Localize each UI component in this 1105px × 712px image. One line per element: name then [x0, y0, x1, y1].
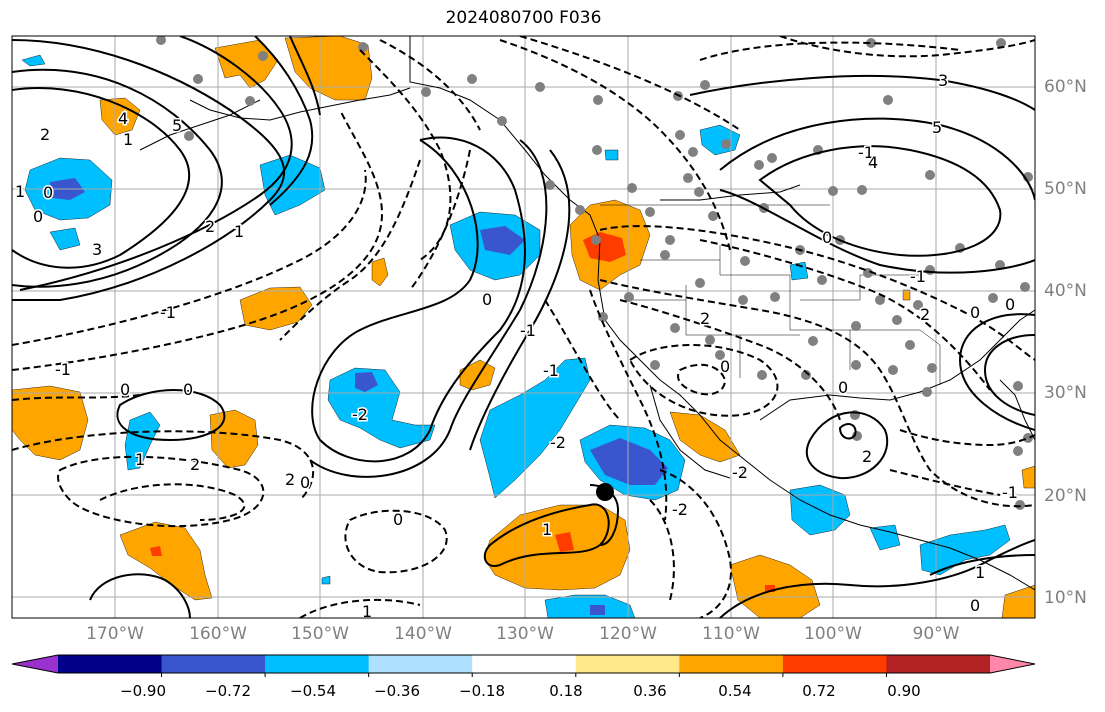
- contour-label: 1: [542, 520, 552, 539]
- contour-label: 0: [183, 380, 193, 399]
- colorbar-tick-label: 0.90: [887, 682, 921, 700]
- map-frame: [11, 35, 1036, 619]
- contour-label: 1: [975, 563, 985, 582]
- lat-lon-grid: [12, 36, 1035, 618]
- contour-label: 2: [40, 125, 50, 144]
- contour-label: -1: [1002, 483, 1018, 502]
- contour-label: 2: [285, 470, 295, 489]
- colorbar-tick-label: −0.54: [290, 682, 336, 700]
- colorbar-extend-high: [990, 655, 1035, 673]
- contour-label: 5: [932, 118, 942, 137]
- lon-label: 130°W: [496, 624, 554, 644]
- station-markers: [156, 36, 1033, 510]
- contour-label: 3: [92, 240, 102, 259]
- contour-label: -1: [732, 463, 748, 482]
- colorbar-segment: [58, 655, 163, 673]
- lon-label: 160°W: [189, 624, 247, 644]
- lat-label: 40°N: [1044, 281, 1087, 301]
- lat-label: 10°N: [1044, 588, 1087, 608]
- lon-label: 140°W: [394, 624, 452, 644]
- lon-label: 170°W: [86, 624, 144, 644]
- colorbar-segment: [575, 655, 680, 673]
- contour-label: 4: [118, 109, 128, 128]
- colorbar: [11, 654, 1036, 677]
- contour-label: 0: [43, 183, 53, 202]
- contour-label: 2: [190, 455, 200, 474]
- lon-label: 110°W: [702, 624, 760, 644]
- colorbar-segment: [679, 655, 784, 673]
- lat-label: 20°N: [1044, 486, 1087, 506]
- contour-label: 0: [120, 380, 130, 399]
- contour-label: 0: [970, 303, 980, 322]
- contour-label: 0: [720, 357, 730, 376]
- lon-label: 90°W: [912, 624, 960, 644]
- contour-label: 2: [700, 309, 710, 328]
- contour-label: 0: [838, 378, 848, 397]
- colorbar-tick-label: 0.18: [549, 682, 583, 700]
- colorbar-segment: [886, 655, 991, 673]
- contour-label: 4: [868, 153, 878, 172]
- colorbar-outline: [11, 654, 1036, 674]
- lat-label: 30°N: [1044, 383, 1087, 403]
- lon-label: 120°W: [599, 624, 657, 644]
- map-title: 2024080700 F036: [445, 8, 602, 28]
- contour-label: 0: [970, 596, 980, 615]
- colorbar-segment: [472, 655, 577, 673]
- contour-label: 0: [822, 228, 832, 247]
- contour-label: -1: [160, 303, 176, 322]
- colorbar-tick-label: 0.54: [718, 682, 752, 700]
- contour-label: 1: [135, 450, 145, 469]
- dashed-contours: [12, 36, 1035, 618]
- contour-label: 2: [920, 305, 930, 324]
- colorbar-tick-label: −0.90: [120, 682, 166, 700]
- colorbar-tick-label: 0.36: [633, 682, 667, 700]
- contour-label: -2: [732, 463, 748, 482]
- colorbar-tick-label: −0.18: [459, 682, 505, 700]
- contour-label: 0: [300, 473, 310, 492]
- contour-label: 2: [862, 447, 872, 466]
- coastlines: [139, 36, 1035, 591]
- contour-label: -2: [352, 405, 368, 424]
- lon-label: 100°W: [804, 624, 862, 644]
- strong-negative-cores: [50, 178, 668, 615]
- colorbar-segment: [782, 655, 887, 673]
- contour-label: 3: [938, 71, 948, 90]
- contour-label: 1: [123, 130, 133, 149]
- colorbar-tick-label: 0.72: [802, 682, 836, 700]
- strong-positive-cores: [150, 232, 775, 592]
- contour-label: -1: [858, 143, 874, 162]
- contour-label: -2: [672, 500, 688, 519]
- lon-label: 150°W: [291, 624, 349, 644]
- contour-label: 0: [393, 510, 403, 529]
- colorbar-tick-label: −0.72: [205, 682, 251, 700]
- contour-label: 0: [482, 290, 492, 309]
- colorbar-segment: [265, 655, 370, 673]
- contour-label: -2: [550, 433, 566, 452]
- solid-contours: [12, 36, 1035, 618]
- colorbar-segment: [368, 655, 473, 673]
- storm-center-marker: [596, 483, 614, 501]
- contour-label: 0: [33, 207, 43, 226]
- colorbar-extend-low: [12, 655, 58, 673]
- colorbar-tick-label: −0.36: [374, 682, 420, 700]
- contour-label: 1: [234, 222, 244, 241]
- contour-label: -1: [55, 360, 71, 379]
- contour-label: -1: [520, 321, 536, 340]
- lat-label: 50°N: [1044, 179, 1087, 199]
- colorbar-segment: [161, 655, 266, 673]
- contour-label: 2: [205, 217, 215, 236]
- contour-label: 1: [15, 182, 25, 201]
- lat-label: 60°N: [1044, 77, 1087, 97]
- contour-label: 1: [362, 602, 372, 621]
- contour-label: -1: [543, 361, 559, 380]
- contour-label: 5: [172, 116, 182, 135]
- contour-label: -1: [910, 267, 926, 286]
- contour-label: 0: [1005, 295, 1015, 314]
